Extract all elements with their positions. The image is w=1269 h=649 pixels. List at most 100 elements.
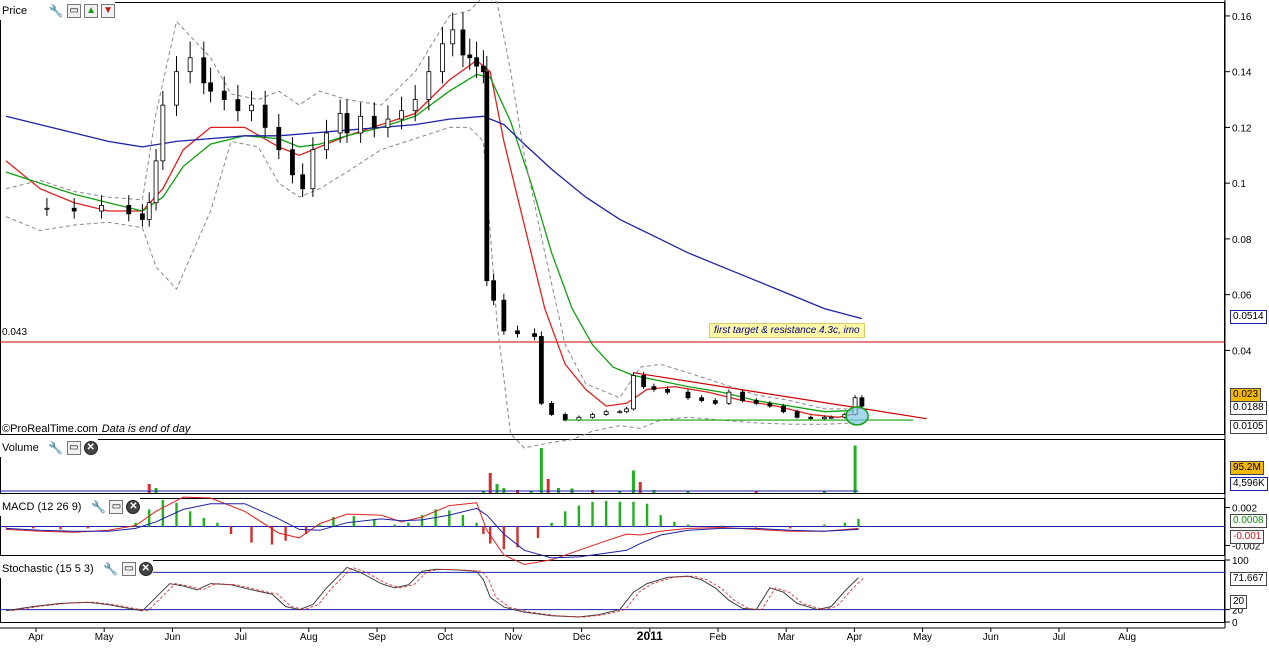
x-axis-tick-label: Feb (709, 632, 727, 643)
close-icon[interactable]: ✕ (83, 441, 98, 455)
volume-bar (754, 491, 758, 493)
price-y-tick-label: 0.16 (1232, 12, 1252, 23)
volume-bar (546, 479, 550, 493)
wrench-icon[interactable]: 🔧 (91, 500, 106, 514)
price-candle (139, 213, 145, 220)
volume-bar (529, 490, 533, 493)
x-axis-tick-label: Jun (983, 632, 999, 643)
window-icon[interactable]: ▭ (67, 4, 82, 18)
x-axis-tick-label: Jul (234, 632, 247, 643)
wrench-icon[interactable]: 🔧 (48, 441, 64, 455)
macd-histogram-bar (502, 526, 506, 550)
price-series-bollinger (5, 126, 859, 449)
price-candle (651, 386, 657, 390)
volume-bar (686, 491, 690, 493)
volume-bar (481, 490, 485, 493)
price-candle (426, 71, 432, 100)
price-panel-title: Price (2, 5, 28, 17)
price-candle (440, 43, 445, 73)
price-candle (201, 57, 207, 84)
volume-bar (638, 482, 642, 493)
price-y-tick-label: 0.12 (1232, 123, 1252, 134)
macd-histogram-bar (516, 526, 519, 548)
macd-histogram-bar (148, 509, 151, 527)
arrow-up-icon[interactable]: ▲ (84, 4, 99, 18)
wrench-icon[interactable]: 🔧 (48, 4, 64, 18)
macd-histogram-bar (270, 526, 274, 545)
price-candle (337, 113, 343, 134)
price-candle (538, 336, 544, 404)
price-candle (515, 330, 520, 335)
price-candle (781, 405, 786, 413)
price-candle (310, 149, 316, 190)
macd-histogram-bar (318, 524, 321, 527)
window-icon[interactable]: ▭ (121, 562, 136, 576)
macd-histogram-bar (659, 515, 662, 527)
price-candle (208, 82, 214, 92)
x-axis-tick-label: Apr (28, 632, 44, 643)
window-icon[interactable]: ▭ (109, 500, 124, 514)
tag-ma-long: 0.0514 (1230, 310, 1267, 324)
stochastic-y-tick-label: 0 (1232, 618, 1238, 629)
price-candle (726, 391, 732, 404)
macd-histogram-bar (229, 526, 233, 535)
price-series-ma_long (5, 115, 863, 320)
price-series-bollinger (5, 0, 859, 410)
macd-histogram-bar (604, 500, 608, 527)
macd-panel-header: MACD (12 26 9) 🔧 ▭ ✕ (0, 498, 141, 516)
credit-note: Data is end of day (101, 423, 191, 435)
volume-bar (488, 473, 492, 493)
macd-panel-title: MACD (12 26 9) (2, 501, 82, 513)
macd-histogram-bar (482, 526, 485, 535)
macd-histogram-bar (536, 526, 540, 538)
macd-histogram-bar (59, 526, 62, 530)
price-candle (358, 115, 364, 134)
macd-histogram-bar (284, 526, 287, 541)
macd-line-ma_short (5, 496, 859, 566)
macd-histogram-bar (550, 522, 553, 527)
wrench-icon[interactable]: 🔧 (103, 562, 119, 576)
tag-ma-mid: 0.0188 (1230, 401, 1267, 415)
price-candle (160, 104, 166, 162)
annotation-note: first target & resistance 4.3c, imo (709, 323, 865, 338)
tag-macd-sig: -0.001 (1230, 530, 1265, 544)
x-axis-tick-label: Apr (847, 632, 863, 643)
panel-frame-price (0, 2, 1225, 435)
window-icon[interactable]: ▭ (66, 441, 81, 455)
macd-histogram-bar (373, 518, 376, 527)
close-icon[interactable]: ✕ (126, 500, 141, 514)
price-candle (71, 207, 77, 212)
arrow-down-icon[interactable]: ▼ (101, 4, 116, 18)
x-axis-tick-label: Mar (778, 632, 796, 643)
close-icon[interactable]: ✕ (138, 562, 153, 576)
macd-histogram-bar (202, 517, 205, 527)
price-candle (344, 113, 350, 134)
price-candle (290, 149, 295, 176)
breakout-circle (845, 406, 869, 426)
macd-histogram-bar (304, 526, 308, 535)
price-candle (822, 416, 827, 420)
price-candle (532, 333, 537, 337)
tag-stoch-last: 71.667 (1230, 572, 1267, 586)
macd-histogram-bar (461, 515, 465, 527)
price-candle (221, 90, 227, 100)
price-candle (631, 375, 636, 410)
price-candle (484, 71, 490, 282)
tag-volume-last: 95.2M (1230, 461, 1264, 475)
tag-last-price: 0.023 (1230, 388, 1262, 402)
x-axis-tick-label: Aug (300, 632, 318, 643)
price-candle (641, 375, 647, 388)
macd-histogram-bar (393, 524, 396, 527)
price-candle (153, 160, 159, 204)
volume-bar (853, 445, 857, 493)
price-panel-header: Price 🔧 ▭ ▲ ▼ (0, 2, 116, 20)
volume-bar (147, 484, 151, 493)
macd-histogram-bar (789, 526, 792, 529)
panel-frame-stoch (0, 560, 1225, 623)
macd-histogram-bar (216, 522, 219, 527)
macd-histogram-bar (332, 517, 335, 527)
macd-histogram-bar (591, 501, 594, 527)
price-candle (480, 65, 486, 73)
price-candle (174, 71, 179, 106)
